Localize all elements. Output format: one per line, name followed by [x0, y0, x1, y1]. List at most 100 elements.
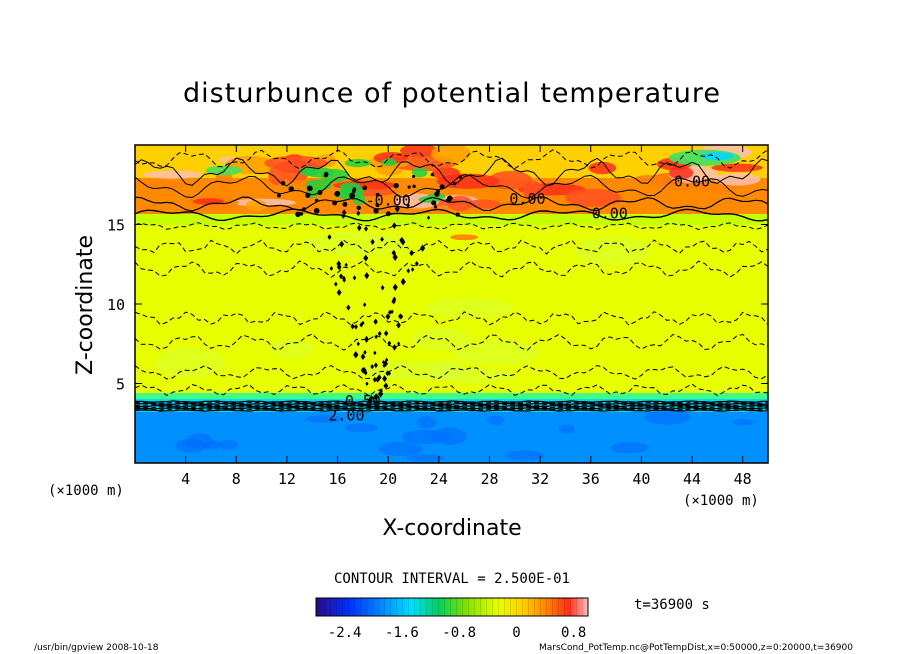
- gradient-band-green: [135, 393, 768, 399]
- contour-marker: [392, 253, 398, 262]
- green-blob: [381, 158, 397, 167]
- contour-marker: [354, 324, 358, 330]
- x-unit-label: (×1000 m): [683, 493, 759, 509]
- contour-marker: [383, 382, 389, 390]
- warm-blob: [450, 234, 479, 241]
- field-patch: [451, 340, 539, 366]
- contour-marker: [384, 357, 389, 363]
- cold-patch: [644, 409, 692, 425]
- x-axis: 4 8 12 16 20 24 28 32 36 40 44 48: [181, 145, 752, 488]
- cyan-blob: [701, 152, 734, 161]
- contour-marker: [397, 341, 401, 346]
- x-tick-label: 24: [430, 470, 448, 488]
- contour-marker: [377, 390, 384, 398]
- contour-marker: [426, 215, 431, 220]
- cold-patch: [185, 433, 214, 450]
- colorbar-ticks: -2.4 -1.6 -0.8 0 0.8: [328, 625, 587, 641]
- contour-marker: [305, 192, 311, 198]
- cold-patch: [487, 415, 505, 426]
- contour-interval-text: CONTOUR INTERVAL = 2.500E-01: [334, 571, 570, 587]
- contour-marker: [377, 330, 382, 337]
- contour-label: 0.00: [509, 190, 545, 208]
- contour-marker: [356, 205, 361, 211]
- contour-marker: [346, 304, 351, 311]
- contour-marker: [306, 185, 313, 192]
- contour-solid: [135, 400, 768, 403]
- contour-marker: [295, 211, 301, 218]
- contour-marker: [409, 249, 414, 257]
- contour-marker: [364, 335, 369, 343]
- contour-solid: [135, 208, 768, 222]
- contour-marker: [365, 381, 369, 386]
- colorbar-tick-label: -2.4: [328, 625, 362, 641]
- colorbar-tick-label: 0: [512, 625, 520, 641]
- contour-marker: [387, 340, 392, 347]
- contour-marker: [431, 200, 437, 206]
- contour-marker: [392, 344, 397, 351]
- contour-marker: [412, 184, 416, 189]
- x-tick-label: 16: [329, 470, 347, 488]
- field-patch: [424, 298, 514, 318]
- contour-marker: [400, 278, 406, 286]
- contour-marker: [276, 193, 281, 198]
- cold-patch: [378, 441, 423, 457]
- contour-marker: [458, 175, 462, 179]
- contour-marker: [356, 341, 360, 347]
- x-tick-label: 44: [683, 470, 701, 488]
- contour-labels: -0.00 0.00 0.00 0.00 0.502.00: [328, 173, 710, 425]
- contour-marker: [344, 262, 348, 268]
- contour-marker: [336, 289, 342, 296]
- contour-marker: [288, 186, 295, 192]
- contour-marker: [412, 174, 416, 178]
- warm-blob: [588, 161, 617, 175]
- y-tick-label: 15: [107, 217, 125, 235]
- cold-patch: [406, 454, 445, 462]
- contour-label: 0.50: [345, 392, 381, 410]
- warm-blob: [668, 166, 694, 180]
- contour-solid: [135, 409, 768, 412]
- chart-title: disturbunce of potential temperature: [183, 78, 721, 109]
- contour-dashed: [135, 311, 768, 326]
- field-patch: [155, 348, 226, 379]
- contour-marker: [393, 183, 399, 189]
- contour-marker: [360, 353, 366, 360]
- contour-marker: [374, 334, 378, 340]
- contour-dashed: [135, 333, 768, 351]
- warm-blob: [430, 145, 471, 164]
- contour-marker: [359, 322, 364, 328]
- contour-solid: [135, 402, 768, 406]
- contour-marker: [324, 171, 329, 177]
- contour-marker: [342, 201, 348, 207]
- x-tick-label: 4: [181, 470, 190, 488]
- contour-marker: [375, 376, 380, 383]
- contour-marker: [376, 374, 382, 381]
- contour-marker: [382, 375, 388, 383]
- contour-marker: [367, 398, 373, 405]
- contour-marker: [336, 260, 342, 268]
- warm-blob: [487, 170, 533, 190]
- cold-patches: [175, 409, 755, 462]
- contour-label: 0.00: [674, 173, 710, 191]
- contour-marker: [329, 265, 334, 272]
- warm-blob: [268, 165, 286, 185]
- contour-marker: [380, 285, 385, 291]
- colorbar-frame: [315, 597, 589, 617]
- contour-marker: [369, 394, 374, 402]
- contour-label: 0.00: [592, 204, 628, 222]
- contour-dashed: [135, 401, 768, 405]
- contour-marker: [280, 181, 286, 186]
- contour-marker: [410, 267, 415, 272]
- contour-marker: [363, 254, 369, 262]
- contour-marker: [313, 207, 320, 214]
- contour-marker: [433, 204, 438, 210]
- x-tick-label: 20: [379, 470, 397, 488]
- contour-label: -0.00: [366, 192, 411, 210]
- contour-dashed: [135, 403, 768, 407]
- contour-marker: [373, 208, 379, 214]
- contour-solid: [135, 157, 768, 187]
- contour-marker: [338, 273, 344, 280]
- contour-marker: [383, 330, 389, 337]
- contour-label: 2.00: [328, 406, 364, 424]
- y-axis: 5 10 15: [107, 217, 768, 394]
- cold-patch: [305, 415, 343, 423]
